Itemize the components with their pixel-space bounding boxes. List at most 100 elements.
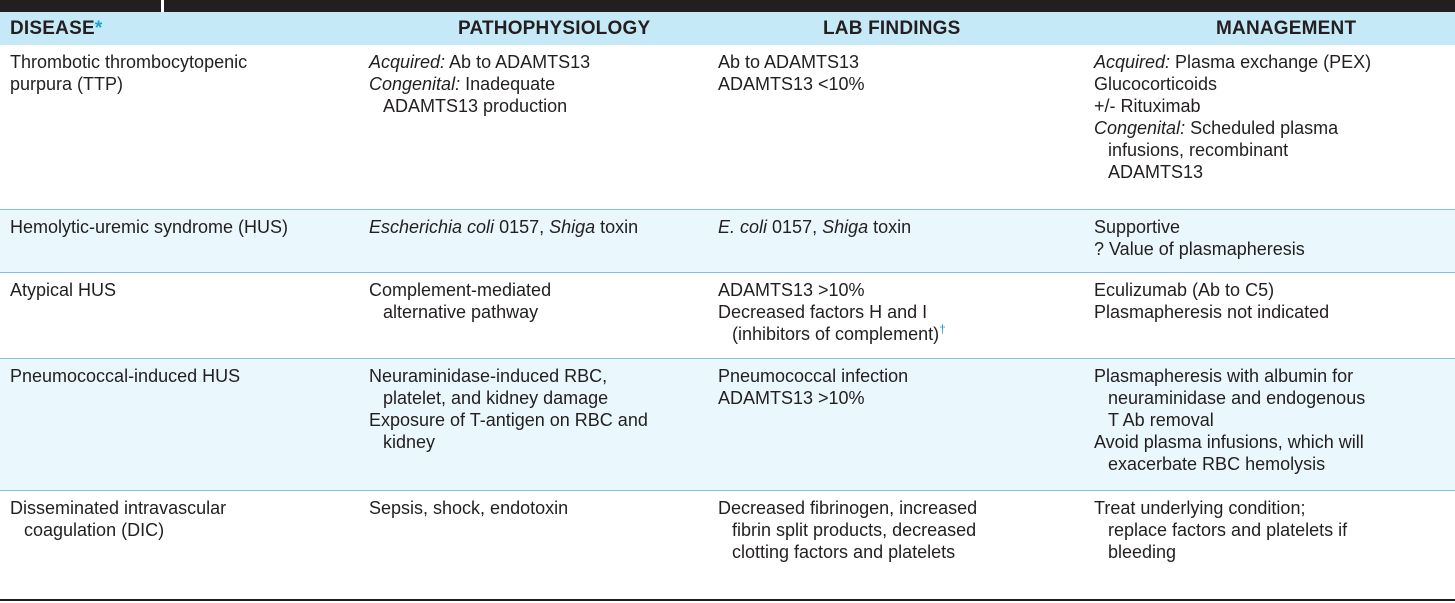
text-line: E. coli 0157, Shiga toxin bbox=[718, 216, 1058, 238]
text-line: Avoid plasma infusions, which will bbox=[1094, 432, 1364, 452]
text-span: toxin bbox=[868, 217, 912, 237]
cell-lab-findings: Pneumococcal infection ADAMTS13 >10% bbox=[718, 365, 1058, 409]
cell-pathophysiology: Acquired: Ab to ADAMTS13 Congenital: Ina… bbox=[369, 51, 739, 117]
term-label: Escherichia coli bbox=[369, 217, 495, 237]
text-line: Treat underlying condition; bbox=[1094, 498, 1306, 518]
table-row-pneumococcal-hus: Pneumococcal-induced HUS Neuraminidase-i… bbox=[0, 359, 1455, 490]
text-line: Disseminated intravascular bbox=[10, 498, 227, 518]
cell-management: Acquired: Plasma exchange (PEX) Glucocor… bbox=[1094, 51, 1449, 183]
row-divider bbox=[0, 272, 1455, 273]
text-span: Inadequate bbox=[460, 74, 556, 94]
cell-pathophysiology: Complement-mediated alternative pathway bbox=[369, 279, 739, 323]
header-pathophysiology: PATHOPHYSIOLOGY bbox=[458, 18, 651, 39]
text-line: Decreased fibrinogen, increased bbox=[718, 498, 978, 518]
text-line: Acquired: Ab to ADAMTS13 bbox=[369, 51, 739, 73]
text-span: 0157, bbox=[494, 217, 550, 237]
cell-management: Treat underlying condition; replace fact… bbox=[1094, 497, 1449, 563]
text-line: Plasmapheresis not indicated bbox=[1094, 302, 1330, 322]
text-line: T Ab removal bbox=[1108, 410, 1214, 430]
text-line: Eculizumab (Ab to C5) bbox=[1094, 280, 1275, 300]
text-line: +/- Rituximab bbox=[1094, 96, 1201, 116]
table-row-hus: Hemolytic-uremic syndrome (HUS) Escheric… bbox=[0, 210, 1455, 272]
text-span: Ab to ADAMTS13 bbox=[445, 52, 591, 72]
text-span: Scheduled plasma bbox=[1185, 118, 1339, 138]
text-line: Decreased factors H and I bbox=[718, 302, 928, 322]
text-line: Acquired: Plasma exchange (PEX) bbox=[1094, 51, 1449, 73]
footnote-asterisk: * bbox=[94, 18, 103, 39]
cell-pathophysiology: Neuraminidase-induced RBC, platelet, and… bbox=[369, 365, 739, 453]
cell-disease: Hemolytic-uremic syndrome (HUS) bbox=[10, 216, 360, 238]
cell-management: Supportive ? Value of plasmapheresis bbox=[1094, 216, 1449, 260]
term-label: Shiga bbox=[549, 217, 596, 237]
text-line: ADAMTS13 >10% bbox=[718, 280, 865, 300]
text-line: purpura (TTP) bbox=[10, 74, 124, 94]
text-line: kidney bbox=[383, 432, 436, 452]
text-line: neuraminidase and endogenous bbox=[1108, 388, 1366, 408]
text-span: (inhibitors of complement) bbox=[732, 324, 940, 344]
cell-disease: Atypical HUS bbox=[10, 279, 360, 301]
table-row-dic: Disseminated intravascular coagulation (… bbox=[0, 491, 1455, 599]
cell-pathophysiology: Sepsis, shock, endotoxin bbox=[369, 497, 739, 519]
cell-lab-findings: Decreased fibrinogen, increased fibrin s… bbox=[718, 497, 1058, 563]
text-line: ? Value of plasmapheresis bbox=[1094, 239, 1305, 259]
text-line: ADAMTS13 <10% bbox=[718, 74, 865, 94]
header-management: MANAGEMENT bbox=[1216, 18, 1357, 39]
text-line: Sepsis, shock, endotoxin bbox=[369, 498, 569, 518]
cell-management: Plasmapheresis with albumin for neuramin… bbox=[1094, 365, 1449, 475]
text-line: platelet, and kidney damage bbox=[383, 388, 609, 408]
top-rule-notch bbox=[161, 0, 164, 12]
cell-lab-findings: E. coli 0157, Shiga toxin bbox=[718, 216, 1058, 238]
term-label: Acquired: bbox=[369, 52, 446, 72]
text-line: Neuraminidase-induced RBC, bbox=[369, 366, 608, 386]
row-divider bbox=[0, 490, 1455, 491]
text-line: ADAMTS13 >10% bbox=[718, 388, 865, 408]
cell-disease: Disseminated intravascular coagulation (… bbox=[10, 497, 360, 541]
text-span: Plasma exchange (PEX) bbox=[1170, 52, 1372, 72]
text-line: Plasmapheresis with albumin for bbox=[1094, 366, 1354, 386]
text-line: Ab to ADAMTS13 bbox=[718, 52, 860, 72]
text-line: Exposure of T-antigen on RBC and bbox=[369, 410, 648, 430]
text-line: Congenital: Inadequate bbox=[369, 73, 739, 95]
text-line: Complement-mediated bbox=[369, 280, 552, 300]
header-lab-findings: LAB FINDINGS bbox=[823, 18, 961, 39]
cell-management: Eculizumab (Ab to C5) Plasmapheresis not… bbox=[1094, 279, 1449, 323]
top-rule bbox=[0, 0, 1455, 12]
bottom-rule bbox=[0, 599, 1455, 601]
text-line: replace factors and platelets if bbox=[1108, 520, 1348, 540]
table-row-atypical-hus: Atypical HUS Complement-mediated alterna… bbox=[0, 273, 1455, 358]
text-line: ADAMTS13 production bbox=[383, 96, 568, 116]
text-line: Pneumococcal infection bbox=[718, 366, 909, 386]
text-span: toxin bbox=[595, 217, 639, 237]
text-line: Atypical HUS bbox=[10, 280, 117, 300]
text-line: alternative pathway bbox=[383, 302, 539, 322]
row-divider bbox=[0, 209, 1455, 210]
header-disease: DISEASE* bbox=[10, 12, 102, 45]
cell-disease: Thrombotic thrombocytopenic purpura (TTP… bbox=[10, 51, 360, 95]
row-divider bbox=[0, 358, 1455, 359]
text-line: Escherichia coli 0157, Shiga toxin bbox=[369, 216, 739, 238]
text-line: exacerbate RBC hemolysis bbox=[1108, 454, 1326, 474]
cell-disease: Pneumococcal-induced HUS bbox=[10, 365, 360, 387]
text-line: coagulation (DIC) bbox=[24, 520, 165, 540]
term-label: Shiga bbox=[822, 217, 869, 237]
term-label: Acquired: bbox=[1094, 52, 1171, 72]
footnote-dagger: † bbox=[939, 322, 946, 336]
text-line: Hemolytic-uremic syndrome (HUS) bbox=[10, 217, 289, 237]
text-line: ADAMTS13 bbox=[1108, 162, 1204, 182]
text-line: Pneumococcal-induced HUS bbox=[10, 366, 241, 386]
term-label: Congenital: bbox=[369, 74, 461, 94]
text-span: 0157, bbox=[767, 217, 823, 237]
cell-pathophysiology: Escherichia coli 0157, Shiga toxin bbox=[369, 216, 739, 238]
text-line: clotting factors and platelets bbox=[732, 542, 956, 562]
text-line: bleeding bbox=[1108, 542, 1177, 562]
text-line: fibrin split products, decreased bbox=[732, 520, 977, 540]
term-label: E. coli bbox=[718, 217, 768, 237]
table-header: DISEASE* PATHOPHYSIOLOGY LAB FINDINGS MA… bbox=[0, 12, 1455, 45]
table-row-ttp: Thrombotic thrombocytopenic purpura (TTP… bbox=[0, 45, 1455, 209]
cell-lab-findings: Ab to ADAMTS13 ADAMTS13 <10% bbox=[718, 51, 1058, 95]
header-disease-label: DISEASE bbox=[10, 18, 95, 39]
text-line: Thrombotic thrombocytopenic bbox=[10, 52, 248, 72]
term-label: Congenital: bbox=[1094, 118, 1186, 138]
text-line: infusions, recombinant bbox=[1108, 140, 1289, 160]
text-line: Supportive bbox=[1094, 217, 1181, 237]
